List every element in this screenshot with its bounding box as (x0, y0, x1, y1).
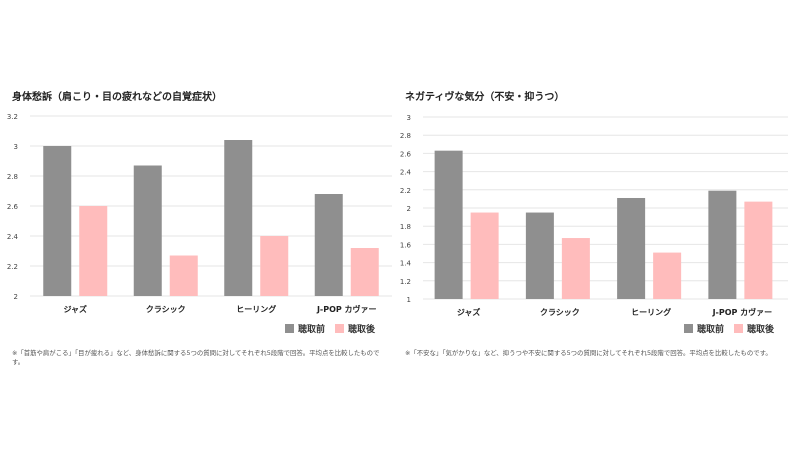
bar-before (525, 212, 554, 299)
legend-swatch-after (734, 324, 744, 333)
y-tick-label: 2.6 (400, 150, 412, 158)
legend-item-before: 聴取前 (285, 322, 325, 335)
legend-item-after: 聴取後 (734, 322, 774, 335)
bar-after (744, 201, 773, 299)
bar-before (43, 146, 72, 296)
y-tick-label: 3.2 (7, 113, 18, 121)
legend-label-before: 聴取前 (697, 325, 725, 335)
y-tick-label: 3 (14, 143, 18, 151)
legend-swatch-before (684, 324, 693, 333)
legend-label-before: 聴取前 (298, 325, 326, 335)
y-tick-label: 2.2 (7, 263, 18, 271)
y-tick-label: 1 (407, 296, 411, 304)
chart-panel-mood: ネガティヴな気分（不安・抑うつ） 1 1.2 1.4 1.6 1.8 2 2.2 2.4 2.6… (395, 0, 790, 450)
y-tick-label: 1.4 (400, 260, 412, 268)
chart-title: ネガティヴな気分（不安・抑うつ） (405, 92, 565, 103)
y-tick-label: 2.6 (7, 203, 19, 211)
bar-after (653, 252, 682, 299)
category-label: J-POP カヴァー (712, 307, 773, 317)
y-tick-label: 2.8 (7, 173, 18, 181)
bar-after (561, 238, 590, 299)
bar-chart-mood: 1 1.2 1.4 1.6 1.8 2 2.2 2.4 2.6 2.8 3 ジャズ クラシック ヒーリング… (400, 114, 788, 317)
y-tick-label: 1.8 (400, 223, 411, 231)
bar-before (314, 194, 343, 296)
chart-legend: 聴取前 聴取後 (285, 322, 385, 335)
chart-footnote: ※「不安な」「気がかりな」など、抑うつや不安に関する5つの質問に対してそれぞれ5… (405, 349, 772, 357)
y-tick-label: 2 (407, 205, 411, 213)
category-label: J-POP カヴァー (316, 304, 377, 314)
bar-after (470, 212, 499, 299)
legend-swatch-after (335, 324, 345, 333)
legend-label-after: 聴取後 (348, 325, 376, 335)
legend-item-after: 聴取後 (335, 322, 375, 335)
category-label: クラシック (146, 304, 186, 314)
bar-before (617, 197, 646, 299)
y-tick-label: 1.2 (400, 278, 411, 286)
bar-after (169, 255, 198, 296)
y-tick-label: 2 (14, 293, 18, 301)
bar-before (133, 165, 162, 296)
category-label: ヒーリング (631, 307, 671, 317)
bar-before (708, 190, 737, 299)
chart-legend: 聴取前 聴取後 (684, 322, 784, 335)
y-tick-label: 2.4 (400, 169, 412, 177)
y-tick-label: 2.4 (7, 233, 19, 241)
category-label: クラシック (540, 307, 580, 317)
legend-label-after: 聴取後 (747, 325, 775, 335)
chart-title: 身体愁訴（肩こり・目の疲れなどの自覚症状） (12, 92, 222, 103)
legend-item-before: 聴取前 (684, 322, 724, 335)
y-tick-label: 3 (407, 114, 411, 122)
legend-swatch-before (285, 324, 294, 333)
category-label: ジャズ (457, 307, 481, 317)
y-tick-label: 2.8 (400, 132, 411, 140)
bar-chart-physical: 2 2.2 2.4 2.6 2.8 3 3.2 ジャズ クラシック ヒーリング J-POP カヴァー (7, 113, 392, 314)
category-label: ヒーリング (236, 304, 276, 314)
bar-before (434, 150, 463, 299)
bar-before (224, 140, 253, 296)
bar-after (79, 206, 108, 296)
chart-footnote: ※「首筋や肩がこる」「目が疲れる」など、身体愁訴に関する5つの質問に対してそれぞ… (12, 349, 380, 366)
chart-panel-physical: 身体愁訴（肩こり・目の疲れなどの自覚症状） 2 2.2 2.4 2.6 2.8 3 3.2 ジ… (7, 92, 392, 366)
y-tick-label: 2.2 (400, 187, 411, 195)
bar-after (350, 248, 379, 296)
bar-after (260, 236, 289, 296)
y-tick-label: 1.6 (400, 241, 412, 249)
category-label: ジャズ (63, 304, 87, 314)
